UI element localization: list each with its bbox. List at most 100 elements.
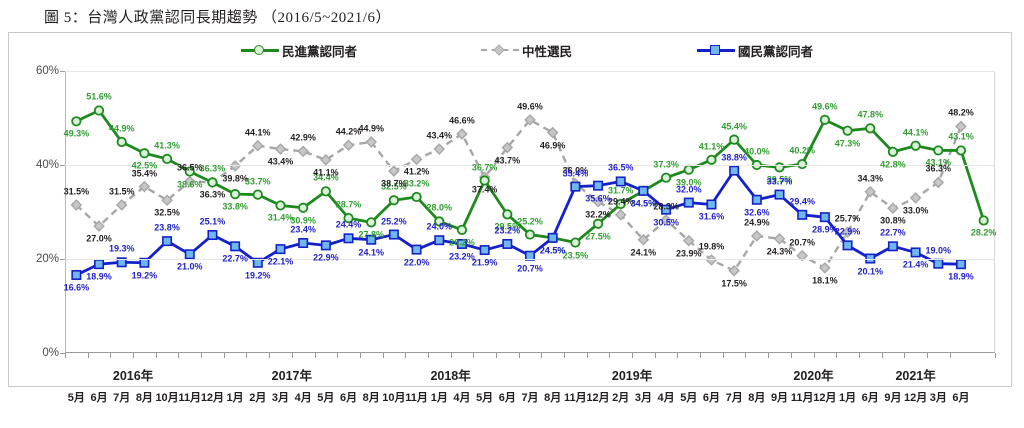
legend-item-1[interactable]: 中性選民 [481, 41, 572, 59]
legend-item-2[interactable]: 國民黨認同者 [697, 41, 813, 59]
data-point-marker[interactable] [570, 237, 581, 248]
data-point-marker[interactable] [320, 154, 332, 166]
data-point-marker[interactable] [298, 202, 309, 213]
data-point-marker[interactable] [252, 139, 264, 152]
data-point-marker[interactable] [502, 209, 513, 220]
data-point-marker[interactable] [366, 234, 377, 245]
data-point-marker[interactable] [479, 245, 490, 256]
data-point-marker[interactable] [342, 139, 355, 152]
data-point-marker[interactable] [546, 126, 559, 139]
data-point-marker[interactable] [774, 189, 785, 200]
data-point-marker[interactable] [524, 229, 536, 240]
data-point-marker[interactable] [841, 226, 854, 239]
data-point-marker[interactable] [797, 158, 808, 170]
data-point-marker[interactable] [139, 148, 150, 159]
data-point-marker[interactable] [955, 145, 967, 156]
data-point-marker[interactable] [683, 197, 694, 208]
data-point-marker[interactable] [842, 240, 853, 251]
data-point-marker[interactable] [161, 153, 173, 164]
data-point-marker[interactable] [797, 209, 808, 220]
data-point-marker[interactable] [207, 177, 218, 188]
data-point-marker[interactable] [456, 128, 468, 140]
data-point-marker[interactable] [366, 217, 377, 228]
data-point-marker[interactable] [751, 194, 762, 205]
data-point-marker[interactable] [115, 199, 128, 211]
data-point-marker[interactable] [593, 180, 604, 191]
data-point-marker[interactable] [93, 220, 105, 232]
data-point-marker[interactable] [729, 165, 740, 176]
data-point-marker[interactable] [93, 105, 105, 116]
data-point-marker[interactable] [592, 218, 604, 229]
data-point-marker[interactable] [773, 232, 786, 245]
data-point-marker[interactable] [955, 120, 967, 133]
data-point-marker[interactable] [819, 114, 830, 125]
data-point-marker[interactable] [274, 143, 287, 155]
data-point-marker[interactable] [842, 125, 853, 136]
data-point-marker[interactable] [320, 186, 331, 197]
data-point-marker[interactable] [661, 204, 672, 215]
data-point-marker[interactable] [524, 114, 536, 126]
data-point-marker[interactable] [184, 249, 195, 260]
data-point-marker[interactable] [978, 215, 989, 226]
data-point-marker[interactable] [479, 175, 490, 186]
data-point-marker[interactable] [660, 214, 672, 226]
data-point-marker[interactable] [910, 140, 921, 151]
data-point-marker[interactable] [207, 230, 218, 241]
data-point-marker[interactable] [932, 176, 945, 189]
data-point-marker[interactable] [865, 253, 876, 264]
data-point-marker[interactable] [501, 141, 514, 154]
data-point-marker[interactable] [547, 232, 558, 243]
data-point-marker[interactable] [411, 244, 422, 255]
data-point-marker[interactable] [456, 238, 467, 249]
data-point-marker[interactable] [887, 146, 899, 157]
data-point-marker[interactable] [410, 153, 423, 166]
data-point-marker[interactable] [365, 136, 378, 148]
data-point-marker[interactable] [252, 189, 263, 200]
data-point-marker[interactable] [343, 213, 354, 224]
data-point-marker[interactable] [161, 194, 173, 207]
data-point-marker[interactable] [615, 198, 626, 210]
data-point-marker[interactable] [638, 185, 649, 196]
data-point-marker[interactable] [502, 238, 513, 249]
data-point-marker[interactable] [433, 143, 446, 155]
data-point-marker[interactable] [456, 224, 468, 235]
data-point-marker[interactable] [706, 199, 717, 210]
data-point-marker[interactable] [570, 181, 581, 192]
data-point-marker[interactable] [230, 189, 241, 200]
data-point-marker[interactable] [728, 264, 740, 277]
data-point-marker[interactable] [71, 269, 82, 280]
data-point-marker[interactable] [275, 200, 286, 211]
data-point-marker[interactable] [751, 230, 763, 242]
data-point-marker[interactable] [909, 192, 922, 204]
data-point-marker[interactable] [796, 249, 808, 262]
data-point-marker[interactable] [116, 136, 127, 148]
data-point-marker[interactable] [388, 195, 400, 206]
data-point-marker[interactable] [933, 258, 944, 269]
data-point-marker[interactable] [139, 257, 150, 268]
data-point-marker[interactable] [660, 172, 672, 183]
data-point-marker[interactable] [729, 134, 740, 145]
data-point-marker[interactable] [864, 185, 877, 198]
data-point-marker[interactable] [865, 123, 876, 134]
data-point-marker[interactable] [71, 116, 82, 127]
data-point-marker[interactable] [955, 259, 966, 270]
legend-item-0[interactable]: 民進黨認同者 [241, 41, 357, 59]
data-point-marker[interactable] [819, 212, 830, 223]
data-point-marker[interactable] [183, 175, 196, 188]
data-point-marker[interactable] [683, 164, 694, 175]
data-point-marker[interactable] [275, 244, 286, 255]
data-point-marker[interactable] [297, 145, 309, 158]
data-point-marker[interactable] [434, 216, 445, 227]
data-point-marker[interactable] [411, 191, 422, 203]
data-point-marker[interactable] [819, 262, 831, 274]
data-point-marker[interactable] [320, 240, 331, 251]
data-point-marker[interactable] [252, 257, 263, 268]
data-point-marker[interactable] [592, 195, 604, 208]
data-point-marker[interactable] [887, 241, 898, 252]
data-point-marker[interactable] [388, 229, 399, 240]
data-point-marker[interactable] [637, 233, 650, 246]
data-point-marker[interactable] [298, 238, 309, 249]
data-point-marker[interactable] [138, 180, 151, 193]
data-point-marker[interactable] [343, 233, 354, 244]
data-point-marker[interactable] [910, 247, 921, 258]
